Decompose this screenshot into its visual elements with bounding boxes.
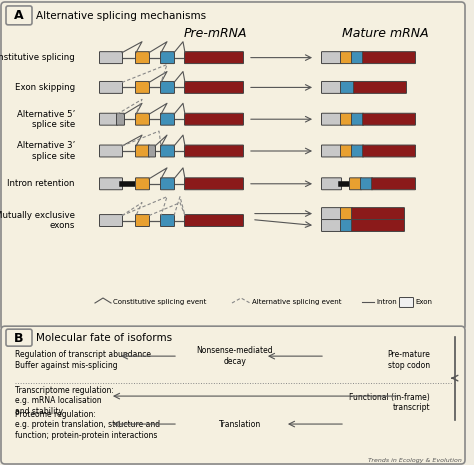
FancyBboxPatch shape [184,214,244,226]
FancyBboxPatch shape [136,178,149,190]
FancyBboxPatch shape [321,113,341,125]
Text: Intron: Intron [376,299,397,306]
Text: Exon: Exon [415,299,432,306]
FancyBboxPatch shape [340,52,353,64]
FancyBboxPatch shape [161,81,174,93]
Text: Mutually exclusive
exons: Mutually exclusive exons [0,211,75,230]
Text: Constitutive splicing: Constitutive splicing [0,53,75,62]
Text: Pre-mature
stop codon: Pre-mature stop codon [387,350,430,370]
FancyBboxPatch shape [161,52,174,64]
Text: Proteome regulation:
e.g. protein translation, structure and
function; protein-p: Proteome regulation: e.g. protein transl… [15,410,160,440]
Text: Alternative 5’
splice site: Alternative 5’ splice site [17,110,75,129]
FancyBboxPatch shape [352,113,364,125]
FancyBboxPatch shape [352,219,404,232]
Text: Trends in Ecology & Evolution: Trends in Ecology & Evolution [368,458,462,463]
FancyBboxPatch shape [184,113,244,125]
Text: Translation: Translation [219,419,261,429]
FancyBboxPatch shape [100,113,118,125]
Text: A: A [14,9,24,22]
FancyBboxPatch shape [363,145,416,157]
FancyBboxPatch shape [100,178,122,190]
Text: Alternative splicing mechanisms: Alternative splicing mechanisms [36,11,206,21]
FancyBboxPatch shape [340,81,355,93]
FancyBboxPatch shape [1,2,465,330]
FancyBboxPatch shape [1,326,465,464]
FancyBboxPatch shape [321,145,341,157]
FancyBboxPatch shape [321,219,341,232]
FancyBboxPatch shape [161,113,174,125]
FancyBboxPatch shape [136,81,149,93]
FancyBboxPatch shape [100,81,122,93]
FancyBboxPatch shape [321,81,341,93]
FancyBboxPatch shape [161,145,174,157]
FancyBboxPatch shape [117,113,125,125]
FancyBboxPatch shape [354,81,407,93]
FancyBboxPatch shape [161,214,174,226]
FancyBboxPatch shape [352,145,364,157]
Text: B: B [14,332,24,345]
Text: Alternative 3’
splice site: Alternative 3’ splice site [17,141,75,161]
Text: Molecular fate of isoforms: Molecular fate of isoforms [36,333,172,343]
FancyBboxPatch shape [136,113,149,125]
FancyBboxPatch shape [184,52,244,64]
FancyBboxPatch shape [352,52,364,64]
FancyBboxPatch shape [340,219,353,232]
FancyBboxPatch shape [184,178,244,190]
FancyBboxPatch shape [321,178,341,190]
Text: Alternative splicing event: Alternative splicing event [252,299,341,306]
FancyBboxPatch shape [100,145,122,157]
FancyBboxPatch shape [372,178,416,190]
FancyBboxPatch shape [400,298,413,307]
Text: Transcriptome regulation:
e.g. mRNA localisation
and stability: Transcriptome regulation: e.g. mRNA loca… [15,386,114,416]
FancyBboxPatch shape [184,81,244,93]
Text: Regulation of transcript abundance
Buffer against mis-splicing: Regulation of transcript abundance Buffe… [15,350,151,370]
FancyBboxPatch shape [352,207,404,219]
FancyBboxPatch shape [321,52,341,64]
FancyBboxPatch shape [148,145,155,157]
Text: Exon skipping: Exon skipping [15,83,75,92]
Text: Functional (in-frame)
transcript: Functional (in-frame) transcript [349,393,430,412]
FancyBboxPatch shape [340,207,353,219]
FancyBboxPatch shape [363,52,416,64]
FancyBboxPatch shape [340,145,353,157]
FancyBboxPatch shape [321,207,341,219]
FancyBboxPatch shape [6,329,32,346]
FancyBboxPatch shape [361,178,373,190]
Text: Pre-mRNA: Pre-mRNA [183,27,247,40]
FancyBboxPatch shape [136,145,149,157]
FancyBboxPatch shape [349,178,362,190]
Text: Nonsense-mediated
decay: Nonsense-mediated decay [197,346,273,366]
FancyBboxPatch shape [136,52,149,64]
FancyBboxPatch shape [340,113,353,125]
Text: Mature mRNA: Mature mRNA [342,27,428,40]
FancyBboxPatch shape [161,178,174,190]
FancyBboxPatch shape [6,6,32,25]
FancyBboxPatch shape [363,113,416,125]
Text: Intron retention: Intron retention [8,179,75,188]
FancyBboxPatch shape [184,145,244,157]
FancyBboxPatch shape [100,52,122,64]
FancyBboxPatch shape [100,214,122,226]
Text: Constitutive splicing event: Constitutive splicing event [113,299,206,306]
FancyBboxPatch shape [136,214,149,226]
